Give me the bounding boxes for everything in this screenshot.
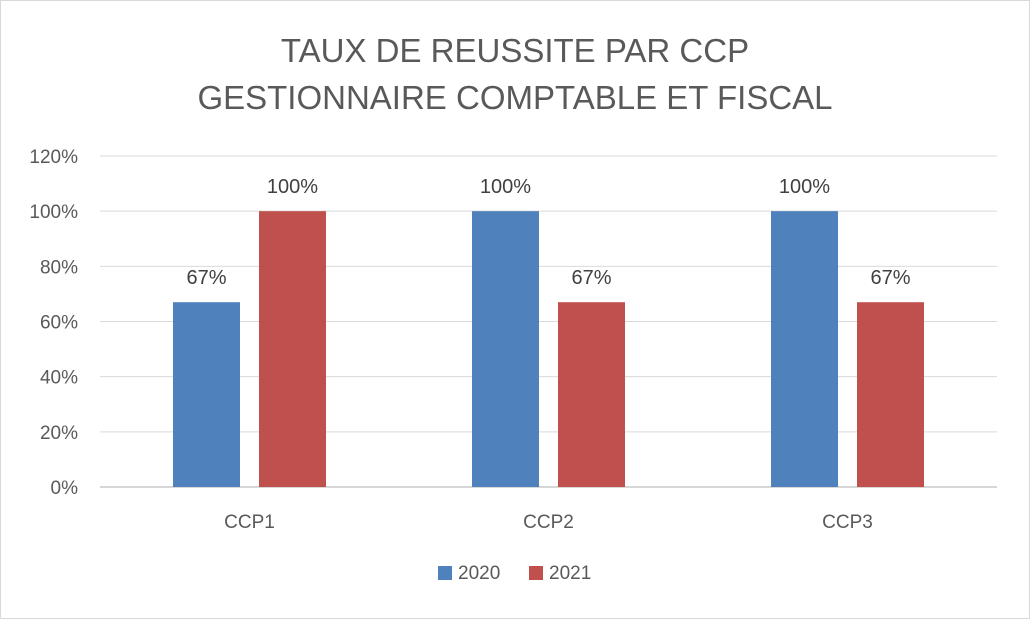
x-axis-ticks: CCP1 CCP2 CCP3 — [224, 512, 873, 533]
x-tick-label: CCP2 — [523, 512, 574, 533]
y-tick-label: 0% — [51, 478, 79, 499]
bar-2021-ccp2 — [558, 302, 625, 487]
y-axis-ticks: 0% 20% 40% 60% 80% 100% 120% — [29, 147, 78, 499]
data-label: 100% — [779, 176, 830, 198]
gridlines — [100, 155, 997, 488]
x-tick-label: CCP1 — [224, 512, 275, 533]
data-label: 67% — [870, 267, 910, 289]
y-tick-label: 60% — [40, 313, 78, 334]
bar-2021-ccp3 — [857, 302, 924, 487]
bar-2020-ccp2 — [472, 211, 539, 487]
y-tick-label: 20% — [40, 423, 78, 444]
bars — [173, 211, 924, 487]
bar-2020-ccp1 — [173, 302, 240, 487]
legend-swatch-2021 — [529, 566, 543, 580]
data-labels: 67% 100% 100% 67% 100% 67% — [186, 176, 910, 289]
chart-title: TAUX DE REUSSITE PAR CCP GESTIONNAIRE CO… — [197, 32, 832, 116]
data-label: 67% — [571, 267, 611, 289]
y-tick-label: 40% — [40, 368, 78, 389]
y-tick-label: 120% — [29, 147, 78, 168]
legend-swatch-2020 — [438, 566, 452, 580]
chart-title-line-2: GESTIONNAIRE COMPTABLE ET FISCAL — [197, 79, 832, 116]
legend-label: 2020 — [458, 563, 500, 584]
bar-2020-ccp3 — [771, 211, 838, 487]
legend-label: 2021 — [549, 563, 591, 584]
bar-2021-ccp1 — [259, 211, 326, 487]
data-label: 100% — [267, 176, 318, 198]
y-tick-label: 100% — [29, 202, 78, 223]
data-label: 67% — [186, 267, 226, 289]
chart-title-line-1: TAUX DE REUSSITE PAR CCP — [281, 32, 749, 69]
legend: 2020 2021 — [438, 563, 591, 584]
x-tick-label: CCP3 — [822, 512, 873, 533]
y-tick-label: 80% — [40, 257, 78, 278]
data-label: 100% — [480, 176, 531, 198]
